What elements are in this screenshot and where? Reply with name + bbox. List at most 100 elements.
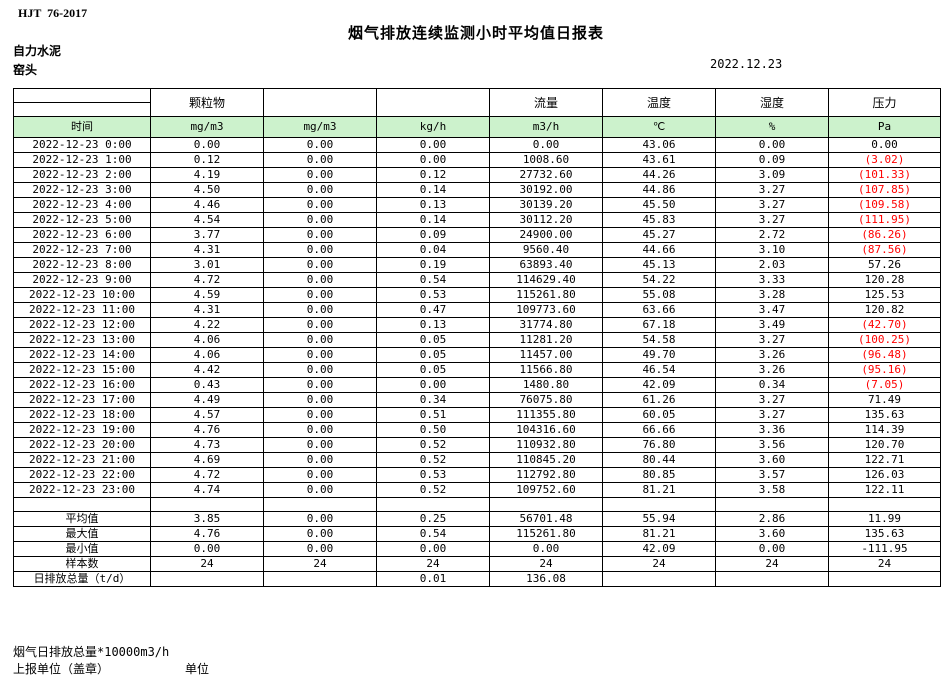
value-cell: 4.72 — [150, 272, 264, 288]
value-cell: 0.00 — [263, 332, 377, 348]
row-label-cell: 2022-12-23 0:00 — [13, 137, 151, 153]
value-cell: 56701.48 — [489, 511, 603, 527]
value-cell: 76075.80 — [489, 392, 603, 408]
value-cell: 0.00 — [489, 137, 603, 153]
value-cell: 0.00 — [263, 422, 377, 438]
value-cell: 3.09 — [715, 167, 829, 183]
company-name: 自力水泥 — [13, 44, 62, 58]
table-row: 2022-12-23 16:00 0.43 0.00 0.00 1480.80 42.09… — [13, 377, 941, 393]
value-cell: 71.49 — [828, 392, 941, 408]
value-cell: 11566.80 — [489, 362, 603, 378]
value-cell: 0.52 — [376, 437, 490, 453]
table-row: 2022-12-23 18:00 4.57 0.00 0.51 111355.80 60.… — [13, 407, 941, 423]
value-cell: 61.26 — [602, 392, 716, 408]
table-row: 2022-12-23 7:00 4.31 0.00 0.04 9560.40 44.66 3… — [13, 242, 941, 258]
unit-header-pa: Pa — [828, 116, 941, 138]
value-cell: 0.00 — [263, 407, 377, 423]
value-cell: 4.50 — [150, 182, 264, 198]
table-row: 2022-12-23 8:00 3.01 0.00 0.19 63893.40 45.13… — [13, 257, 941, 273]
value-cell: 0.00 — [263, 467, 377, 483]
value-cell: 3.10 — [715, 242, 829, 258]
row-label-cell: 2022-12-23 22:00 — [13, 467, 151, 483]
value-cell: 4.06 — [150, 347, 264, 363]
value-cell: 3.77 — [150, 227, 264, 243]
value-cell: (107.85) — [828, 182, 941, 198]
value-cell: 0.47 — [376, 302, 490, 318]
group-header-temperature: 温度 — [602, 88, 716, 117]
value-cell: 0.53 — [376, 287, 490, 303]
value-cell: 2.86 — [715, 511, 829, 527]
value-cell: 80.44 — [602, 452, 716, 468]
value-cell — [828, 571, 941, 587]
value-cell: 44.66 — [602, 242, 716, 258]
value-cell: 31774.80 — [489, 317, 603, 333]
row-label-cell: 2022-12-23 21:00 — [13, 452, 151, 468]
value-cell: 63.66 — [602, 302, 716, 318]
table-row: 2022-12-23 6:00 3.77 0.00 0.09 24900.00 45.27… — [13, 227, 941, 243]
value-cell: 0.00 — [263, 272, 377, 288]
footer-note: 烟气日排放总量*10000m3/h — [13, 645, 170, 659]
value-cell: (3.02) — [828, 152, 941, 168]
value-cell: 11457.00 — [489, 347, 603, 363]
value-cell: 0.00 — [263, 227, 377, 243]
value-cell: 24900.00 — [489, 227, 603, 243]
value-cell: 44.26 — [602, 167, 716, 183]
value-cell: 55.94 — [602, 511, 716, 527]
value-cell — [263, 571, 377, 587]
value-cell: 30192.00 — [489, 182, 603, 198]
value-cell: 4.72 — [150, 467, 264, 483]
row-label-cell: 2022-12-23 19:00 — [13, 422, 151, 438]
value-cell: 9560.40 — [489, 242, 603, 258]
group-header-humidity: 湿度 — [715, 88, 829, 117]
value-cell: 55.08 — [602, 287, 716, 303]
value-cell: 0.00 — [263, 526, 377, 542]
row-label-cell: 2022-12-23 20:00 — [13, 437, 151, 453]
value-cell: 0.25 — [376, 511, 490, 527]
value-cell: 0.00 — [263, 317, 377, 333]
value-cell: 0.09 — [715, 152, 829, 168]
value-cell: 0.00 — [263, 137, 377, 153]
row-label-cell: 2022-12-23 14:00 — [13, 347, 151, 363]
row-label-cell: 2022-12-23 2:00 — [13, 167, 151, 183]
value-cell: 4.76 — [150, 422, 264, 438]
row-label-cell: 最大值 — [13, 526, 151, 542]
value-cell: 0.52 — [376, 452, 490, 468]
value-cell: 81.21 — [602, 526, 716, 542]
value-cell: 76.80 — [602, 437, 716, 453]
value-cell: 3.57 — [715, 467, 829, 483]
value-cell — [150, 497, 264, 512]
row-label-cell: 2022-12-23 8:00 — [13, 257, 151, 273]
value-cell: 30112.20 — [489, 212, 603, 228]
row-label-cell: 2022-12-23 3:00 — [13, 182, 151, 198]
value-cell: 0.01 — [376, 571, 490, 587]
value-cell: 4.54 — [150, 212, 264, 228]
value-cell: 45.83 — [602, 212, 716, 228]
report-table: 颗粒物 流量 温度 湿度 压力 时间 mg/m3 mg/m3 kg/h m3/h… — [13, 88, 941, 587]
value-cell: 0.00 — [263, 482, 377, 498]
unit-header-m3h: m3/h — [489, 116, 603, 138]
value-cell: 45.27 — [602, 227, 716, 243]
row-label-cell: 2022-12-23 23:00 — [13, 482, 151, 498]
value-cell: 0.13 — [376, 317, 490, 333]
table-row: 2022-12-23 9:00 4.72 0.00 0.54 114629.40 54.2… — [13, 272, 941, 288]
value-cell: 3.60 — [715, 526, 829, 542]
row-label-cell: 2022-12-23 6:00 — [13, 227, 151, 243]
value-cell: 109752.60 — [489, 482, 603, 498]
value-cell: 120.82 — [828, 302, 941, 318]
value-cell: 0.05 — [376, 362, 490, 378]
value-cell: 0.00 — [828, 137, 941, 153]
value-cell: 0.19 — [376, 257, 490, 273]
row-label-cell: 2022-12-23 13:00 — [13, 332, 151, 348]
table-row: 2022-12-23 22:00 4.72 0.00 0.53 112792.80 80.… — [13, 467, 941, 483]
value-cell: 0.00 — [263, 242, 377, 258]
value-cell: 4.19 — [150, 167, 264, 183]
value-cell: 4.57 — [150, 407, 264, 423]
value-cell: 4.76 — [150, 526, 264, 542]
value-cell: 0.12 — [150, 152, 264, 168]
table-row: 2022-12-23 12:00 4.22 0.00 0.13 31774.80 67.1… — [13, 317, 941, 333]
value-cell: 30139.20 — [489, 197, 603, 213]
unit-header-mgm3-1: mg/m3 — [150, 116, 264, 138]
summary-row: 平均值 3.85 0.00 0.25 56701.48 55.94 2.86 11.99 — [13, 511, 941, 527]
value-cell: 0.50 — [376, 422, 490, 438]
summary-row: 最大值 4.76 0.00 0.54 115261.80 81.21 3.60 135.63 — [13, 526, 941, 542]
